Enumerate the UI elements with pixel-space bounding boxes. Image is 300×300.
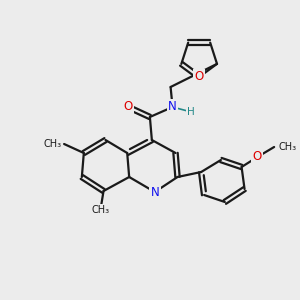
Text: N: N bbox=[168, 100, 177, 113]
Text: H: H bbox=[188, 107, 195, 117]
Text: N: N bbox=[150, 185, 159, 199]
Text: O: O bbox=[124, 100, 133, 113]
Text: O: O bbox=[253, 151, 262, 164]
Text: CH₃: CH₃ bbox=[92, 205, 110, 215]
Text: CH₃: CH₃ bbox=[278, 142, 296, 152]
Text: O: O bbox=[195, 70, 204, 83]
Text: CH₃: CH₃ bbox=[43, 139, 61, 149]
